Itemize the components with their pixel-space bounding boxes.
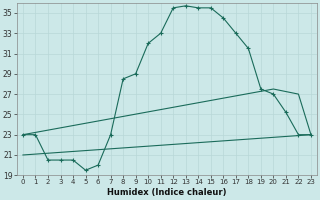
X-axis label: Humidex (Indice chaleur): Humidex (Indice chaleur)	[107, 188, 227, 197]
